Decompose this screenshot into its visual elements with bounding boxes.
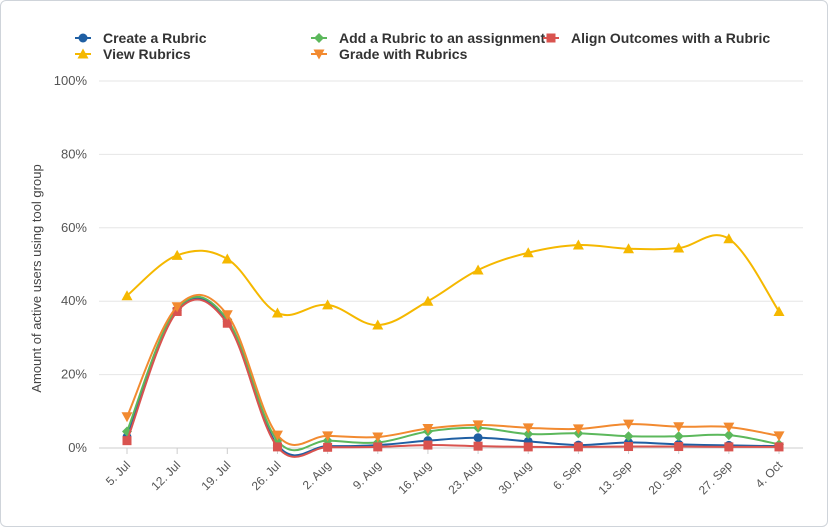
series-group — [121, 233, 785, 458]
data-point[interactable] — [623, 243, 635, 254]
data-point[interactable] — [472, 264, 484, 275]
y-axis: 0% 20% 40% 60% 80% 100% — [54, 73, 88, 455]
legend-label: Align Outcomes with a Rubric — [571, 30, 770, 46]
x-tick-label: 16. Aug — [395, 458, 434, 497]
series-align-outcomes-with-a-rubric — [122, 298, 784, 458]
data-point[interactable] — [724, 442, 734, 452]
data-point[interactable] — [774, 442, 784, 452]
x-tick-label: 30. Aug — [496, 458, 535, 497]
data-point[interactable] — [372, 432, 384, 443]
legend-marker — [313, 49, 325, 60]
series-grade-with-rubrics — [121, 293, 785, 446]
data-point[interactable] — [271, 307, 283, 318]
x-tick-label: 12. Jul — [148, 458, 183, 493]
data-point[interactable] — [523, 429, 534, 440]
y-tick-label: 40% — [61, 293, 87, 308]
data-point[interactable] — [723, 430, 734, 441]
data-point[interactable] — [673, 242, 685, 253]
data-point[interactable] — [422, 424, 434, 435]
data-point[interactable] — [623, 431, 634, 442]
data-point[interactable] — [221, 253, 233, 264]
legend-item[interactable]: Add a Rubric to an assignment — [311, 30, 545, 46]
series-create-a-rubric — [122, 297, 784, 457]
legend-item[interactable]: Align Outcomes with a Rubric — [543, 30, 770, 46]
data-point[interactable] — [623, 419, 635, 430]
data-point[interactable] — [122, 436, 132, 446]
x-tick-label: 27. Sep — [696, 458, 735, 497]
data-point[interactable] — [272, 442, 282, 452]
grid-lines — [99, 80, 803, 449]
x-tick-label: 5. Jul — [103, 458, 133, 488]
data-point[interactable] — [673, 422, 685, 433]
legend: Create a Rubric Add a Rubric to an assign… — [75, 30, 770, 62]
x-tick-label: 20. Sep — [646, 458, 685, 497]
data-point[interactable] — [422, 295, 434, 306]
y-tick-label: 0% — [68, 440, 87, 455]
data-point[interactable] — [523, 442, 533, 452]
data-point[interactable] — [171, 302, 183, 313]
data-point[interactable] — [572, 239, 584, 250]
data-point[interactable] — [322, 299, 334, 310]
data-point[interactable] — [121, 290, 133, 301]
data-point[interactable] — [423, 440, 433, 450]
data-point[interactable] — [222, 318, 232, 328]
legend-label: View Rubrics — [103, 46, 191, 62]
x-tick-label: 19. Jul — [199, 458, 234, 493]
data-point[interactable] — [323, 442, 333, 452]
x-tick-label: 2. Aug — [300, 458, 334, 492]
data-point[interactable] — [322, 431, 334, 442]
legend-item[interactable]: Create a Rubric — [75, 30, 207, 46]
data-point[interactable] — [573, 442, 583, 452]
legend-label: Grade with Rubrics — [339, 46, 468, 62]
legend-label: Add a Rubric to an assignment — [339, 30, 545, 46]
legend-item[interactable]: View Rubrics — [75, 46, 191, 62]
data-point[interactable] — [624, 442, 634, 452]
x-tick-label: 4. Oct — [753, 458, 786, 491]
legend-item[interactable]: Grade with Rubrics — [311, 46, 468, 62]
data-point[interactable] — [773, 305, 785, 316]
x-tick-label: 26. Jul — [249, 458, 284, 493]
legend-marker — [546, 33, 556, 43]
data-point[interactable] — [372, 319, 384, 330]
data-point[interactable] — [723, 422, 735, 433]
legend-marker — [77, 48, 89, 59]
y-tick-label: 20% — [61, 367, 87, 382]
legend-marker — [78, 33, 88, 43]
legend-label: Create a Rubric — [103, 30, 207, 46]
data-point[interactable] — [522, 423, 534, 434]
data-point[interactable] — [472, 420, 484, 431]
data-point[interactable] — [221, 310, 233, 321]
data-point[interactable] — [674, 442, 684, 452]
y-tick-label: 80% — [61, 146, 87, 161]
y-tick-label: 100% — [54, 73, 88, 88]
y-axis-label: Amount of active users using tool group — [29, 164, 44, 392]
x-axis: 5. Jul 12. Jul 19. Jul 26. Jul 2. Aug 9. Aug 1… — [103, 448, 786, 497]
legend-marker — [314, 33, 324, 43]
x-tick-label: 6. Sep — [550, 458, 585, 493]
y-tick-label: 60% — [61, 220, 87, 235]
data-point[interactable] — [572, 424, 584, 435]
x-tick-label: 9. Aug — [350, 458, 384, 492]
series-view-rubrics — [121, 233, 785, 330]
data-point[interactable] — [723, 233, 735, 244]
data-point[interactable] — [473, 441, 483, 451]
data-point[interactable] — [773, 431, 785, 442]
data-point[interactable] — [373, 442, 383, 452]
x-tick-label: 13. Sep — [596, 458, 635, 497]
data-point[interactable] — [473, 433, 483, 443]
data-point[interactable] — [673, 431, 684, 442]
data-point[interactable] — [171, 249, 183, 260]
data-point[interactable] — [271, 430, 283, 441]
data-point[interactable] — [121, 412, 133, 423]
x-tick-label: 23. Aug — [446, 458, 485, 497]
data-point[interactable] — [522, 247, 534, 258]
